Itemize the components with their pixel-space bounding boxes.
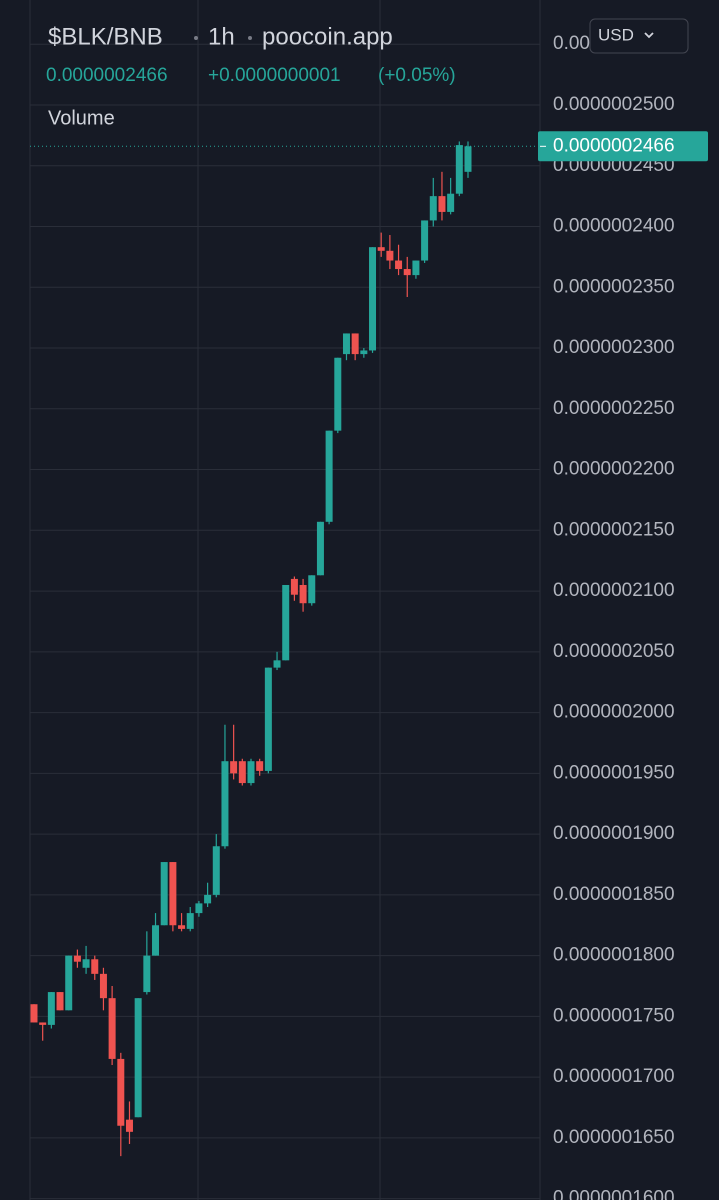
y-tick-label: 0.0000002350 <box>553 276 675 297</box>
y-tick-label: 0.0000002100 <box>553 580 675 601</box>
price: 0.0000002466 <box>46 65 168 86</box>
candle-body <box>386 250 394 261</box>
y-tick-label: 0.0000002500 <box>553 94 675 115</box>
chevron <box>644 32 654 39</box>
pair: $BLK/BNB <box>48 23 163 50</box>
candle-body <box>342 333 350 355</box>
candle-body <box>65 955 73 1011</box>
candle-body <box>169 862 177 926</box>
candle-body <box>230 761 238 774</box>
change-pct: (+0.05%) <box>378 65 456 86</box>
candle-body <box>403 269 411 276</box>
candle-body <box>238 761 246 784</box>
candle-body <box>91 959 99 974</box>
candle-body <box>316 521 324 576</box>
y-tick-label: 0.0000002200 <box>553 459 675 480</box>
candle-body <box>351 333 359 355</box>
candle-body <box>195 903 203 914</box>
y-tick-label: 0.0000001650 <box>553 1127 675 1148</box>
candle-body <box>325 430 333 522</box>
currency-button[interactable]: USD <box>589 18 689 54</box>
last-price-label: 0.0000002466 <box>553 135 675 156</box>
y-tick-label: 0.0000002400 <box>553 216 675 237</box>
y-tick-label: 0.0000001750 <box>553 1005 675 1026</box>
separator <box>248 36 252 40</box>
candle-body <box>360 350 368 355</box>
candle-body <box>186 913 194 929</box>
y-tick-label: 0.0000002000 <box>553 702 675 723</box>
candle-body <box>395 260 403 270</box>
candle-body <box>160 862 168 926</box>
y-tick-label: 0.0000001900 <box>553 823 675 844</box>
candle-body <box>47 992 55 1025</box>
candle-body <box>212 846 220 895</box>
separator <box>194 36 198 40</box>
candle-body <box>221 761 229 847</box>
candle-body <box>282 584 290 661</box>
y-tick-label: 0.0000001850 <box>553 884 675 905</box>
candle-body <box>117 1058 125 1126</box>
candle-body <box>143 955 151 993</box>
candle-body <box>247 761 255 784</box>
candle-body <box>178 925 186 929</box>
candle-body <box>56 992 64 1011</box>
y-tick-label: 0.0000002050 <box>553 641 675 662</box>
candle-body <box>108 998 116 1059</box>
candle-body <box>39 1022 47 1025</box>
candle-body <box>308 575 316 604</box>
y-tick-label: 0.0000002300 <box>553 337 675 358</box>
y-tick-label: 0.0000001700 <box>553 1066 675 1087</box>
candle-body <box>369 247 377 351</box>
button-box <box>589 18 689 54</box>
candle-body <box>334 357 342 431</box>
candle-body <box>204 894 212 904</box>
candle-body <box>73 955 81 962</box>
y-tick-label: 0.0000001800 <box>553 945 675 966</box>
candle-body <box>256 761 264 771</box>
candle-body <box>273 660 281 668</box>
change: +0.0000000001 <box>208 65 341 86</box>
y-tick-label: 0.0000001600 <box>553 1188 675 1200</box>
candle-body <box>455 145 463 194</box>
candle-body <box>290 578 298 595</box>
candle-body <box>447 193 455 212</box>
y-tick-label: 0.0000002150 <box>553 519 675 540</box>
candle-body <box>99 973 107 999</box>
candle-body <box>30 1004 38 1023</box>
y-tick-label: 0.0000002250 <box>553 398 675 419</box>
interval: 1h <box>208 23 235 50</box>
candle-body <box>429 196 437 221</box>
candle-body <box>464 146 472 172</box>
candle-body <box>421 220 429 261</box>
candle-body <box>264 667 272 771</box>
candle-body <box>125 1119 133 1132</box>
currency[interactable]: USD <box>598 25 634 44</box>
candle-body <box>438 196 446 212</box>
y-tick-label: 0.0000001950 <box>553 762 675 783</box>
candle-body <box>82 959 90 968</box>
candle-body <box>377 247 385 251</box>
candle-body <box>412 260 420 276</box>
volume-label: Volume <box>48 107 115 129</box>
source: poocoin.app <box>262 23 393 50</box>
candle-body <box>152 925 160 956</box>
candle-body <box>299 584 307 604</box>
candle-body <box>134 998 142 1118</box>
last-price-tag <box>538 131 708 162</box>
